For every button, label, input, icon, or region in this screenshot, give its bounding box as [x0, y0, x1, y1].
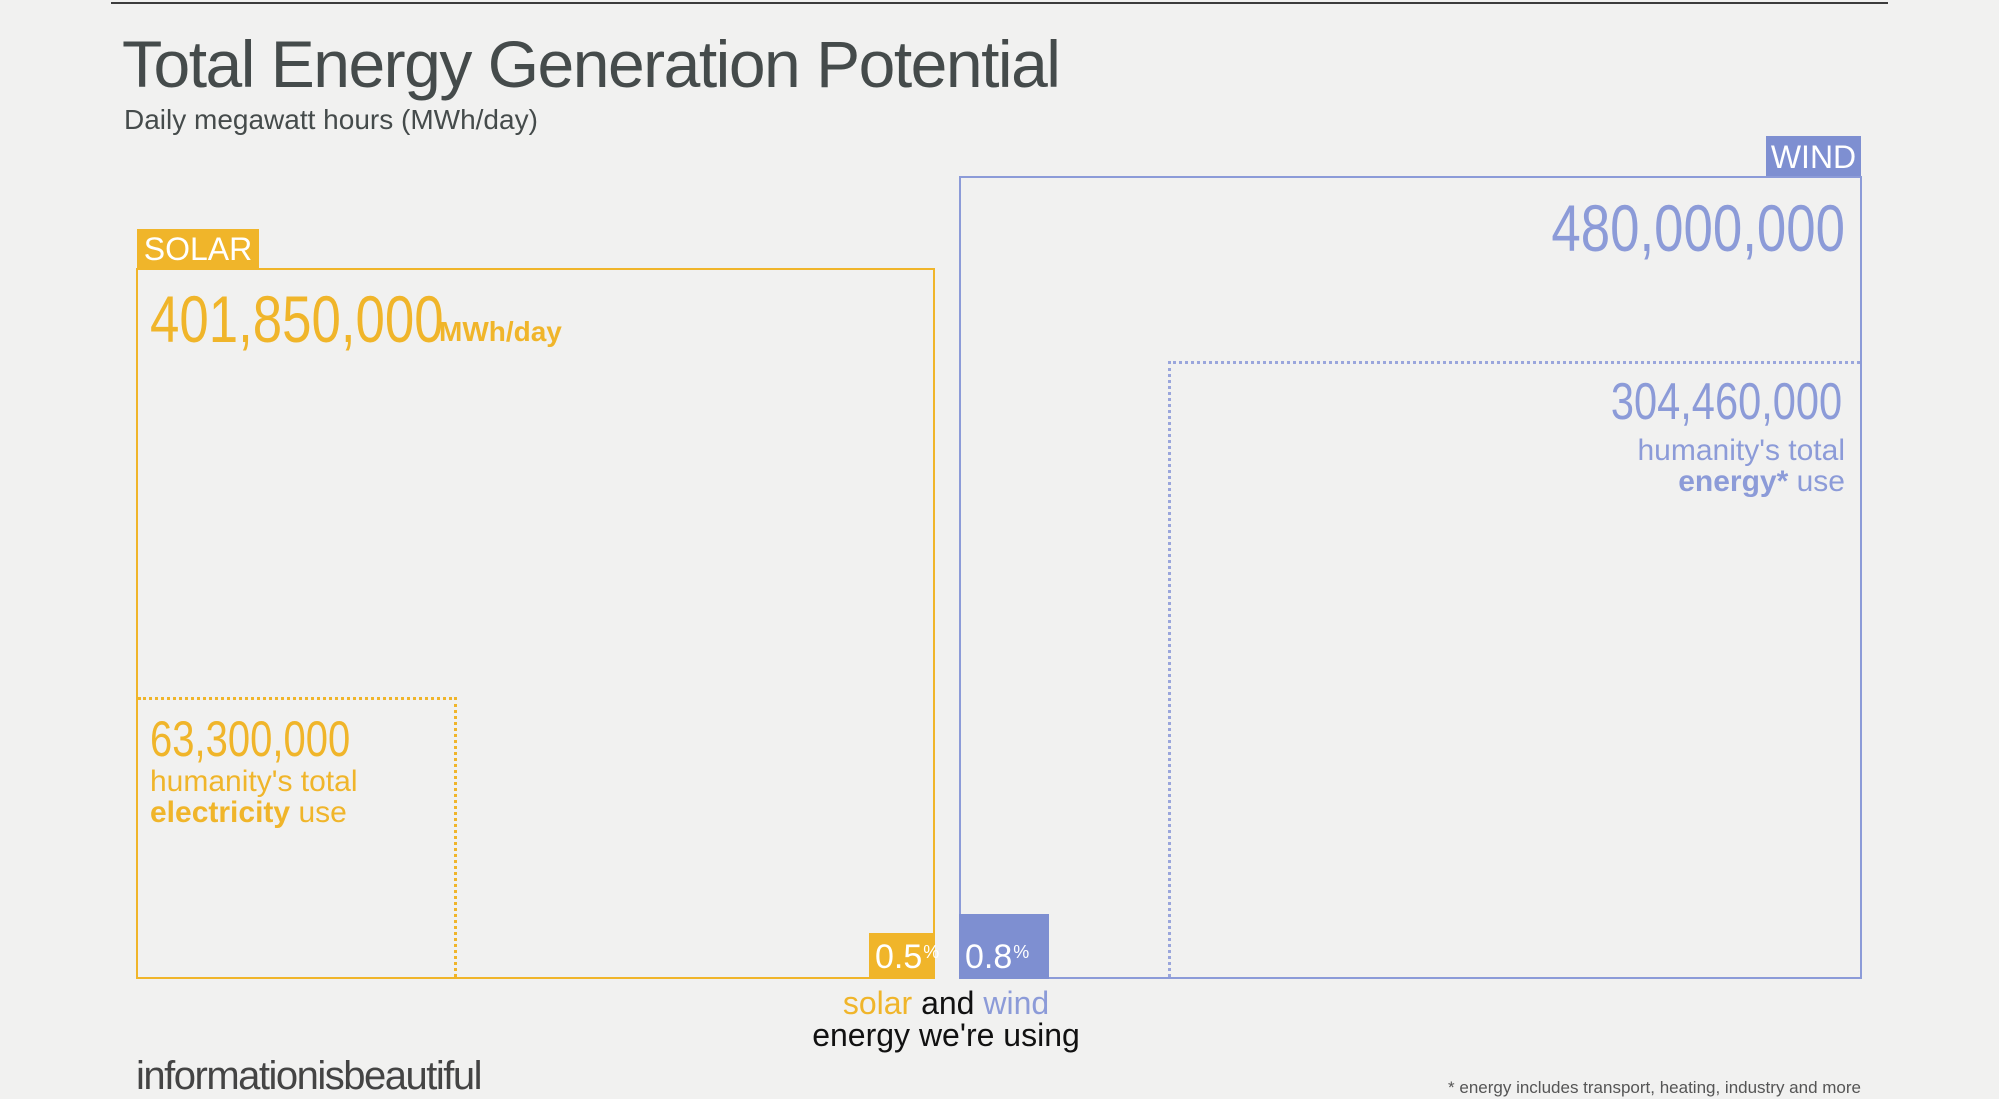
- footnote: * energy includes transport, heating, in…: [1448, 1078, 1861, 1097]
- solar-usage-pct-sign: %: [923, 942, 940, 962]
- brand-logo-text: informationisbeautiful: [136, 1054, 483, 1098]
- wind-tag: WIND: [1766, 136, 1861, 178]
- solar-value-text: 401,850,000: [150, 282, 444, 356]
- wind-energy-value: 304,460,000: [1611, 376, 1842, 428]
- caption-word-wind: wind: [983, 985, 1050, 1021]
- usage-caption-line1: solar and wind: [746, 987, 1146, 1019]
- top-rule: [111, 2, 1888, 4]
- solar-unit: MWh/day: [439, 316, 562, 347]
- solar-potential-value: 401,850,000: [150, 286, 444, 352]
- wind-potential-box: [959, 176, 1862, 979]
- usage-caption-line2: energy we're using: [812, 1017, 1080, 1053]
- wind-usage-badge: 0.8 %: [959, 914, 1049, 979]
- solar-electricity-note-line1: humanity's total: [150, 765, 358, 798]
- caption-word-solar: solar: [842, 985, 913, 1021]
- wind-energy-note-line2: energy* use: [1678, 466, 1845, 498]
- chart-title: Total Energy Generation Potential: [122, 27, 1061, 101]
- solar-electricity-box: [138, 697, 457, 977]
- wind-energy-text: 304,460,000: [1610, 373, 1842, 431]
- solar-electricity-note-bold: electricity: [150, 796, 291, 829]
- usage-caption: solar and wind energy we're using: [746, 987, 1146, 1051]
- solar-usage-value: 0.5: [875, 938, 923, 976]
- solar-electricity-value: 63,300,000: [150, 714, 350, 764]
- wind-energy-note-bold: energy*: [1678, 465, 1789, 498]
- wind-potential-value: 480,000,000: [1551, 195, 1845, 261]
- solar-usage-badge: 0.5 %: [869, 933, 939, 979]
- solar-electricity-note-line2: electricity use: [150, 797, 347, 829]
- wind-value-text: 480,000,000: [1551, 191, 1845, 265]
- solar-electricity-text: 63,300,000: [150, 711, 351, 767]
- wind-usage-value: 0.8: [965, 938, 1013, 976]
- caption-word-and: and: [921, 985, 975, 1021]
- wind-energy-note-rest: use: [1796, 465, 1845, 498]
- chart-subtitle: Daily megawatt hours (MWh/day): [124, 104, 538, 135]
- wind-usage-pct-sign: %: [1013, 942, 1030, 962]
- wind-energy-box: [1168, 361, 1860, 977]
- solar-electricity-note-rest: use: [298, 796, 347, 829]
- solar-potential-box: [136, 268, 935, 979]
- solar-tag: SOLAR: [137, 229, 259, 269]
- wind-energy-note-line1: humanity's total: [1637, 434, 1846, 467]
